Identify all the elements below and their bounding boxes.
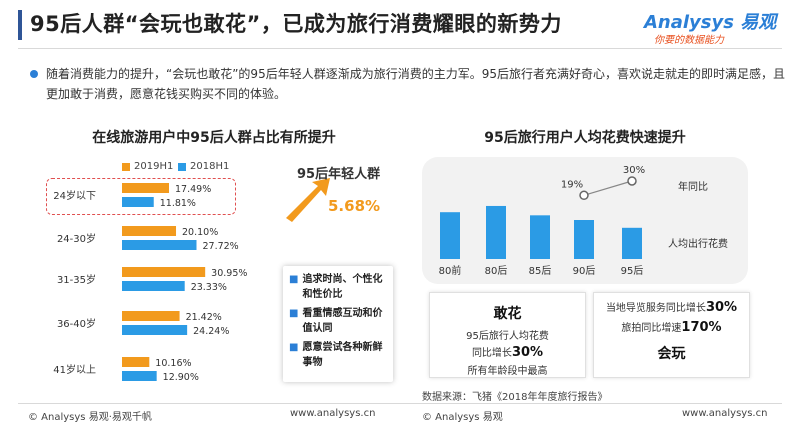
bar-2018H1: [122, 325, 188, 335]
bar-2019H1: [122, 311, 180, 321]
age-category-label: 36-40岁: [57, 317, 96, 330]
bar-2018H1: [122, 371, 157, 381]
trait-item: ■ 看重情感互动和价值认同: [289, 308, 383, 334]
bar-2019H1: [122, 226, 177, 236]
bar-value-label: 27.72%: [202, 241, 238, 252]
generation-tick-label: 80后: [485, 265, 508, 277]
bar-value-label: 12.90%: [163, 372, 199, 383]
bar-value-label: 17.49%: [175, 184, 211, 195]
bar-2019H1: [122, 267, 206, 277]
growth-value-label: 30%: [623, 165, 645, 176]
footer-divider: [18, 403, 782, 404]
growth-arrow-icon: [286, 178, 330, 222]
young-group-label: 95后年轻人群: [297, 167, 381, 182]
legend-2018h1: 2018H1: [178, 161, 229, 172]
bar-value-label: 20.10%: [182, 227, 218, 238]
bar-2018H1: [122, 197, 154, 207]
trait-item: ■ 追求时尚、个性化和性价比: [289, 274, 383, 300]
analysys-logo: Analysys 易观 你要的数据能力: [644, 8, 784, 46]
age-category-label: 24-30岁: [57, 232, 96, 245]
footer-copyright-right: © Analysys 易观: [422, 412, 503, 423]
age-category-label: 41岁以上: [53, 363, 96, 376]
spend-bar: [486, 205, 506, 259]
footer-copyright-left: © Analysys 易观·易观千帆: [28, 412, 152, 423]
generation-tick-label: 90后: [573, 265, 596, 277]
bullet-icon: ■: [289, 342, 299, 353]
title-accent-bar: [18, 10, 22, 40]
bar-2019H1: [122, 183, 170, 193]
footer-url-left[interactable]: www.analysys.cn: [290, 408, 376, 419]
card-line: 当地导览服务同比增长30%: [605, 300, 738, 315]
spend-bar: [622, 227, 642, 259]
bar-2018H1: [122, 240, 197, 250]
highlight-under24-box: [46, 178, 236, 215]
growth-point: [627, 176, 637, 186]
bar-value-label: 11.81%: [160, 198, 196, 209]
legend-swatch-blue: [178, 162, 186, 171]
bullet-icon: ■: [289, 308, 299, 319]
card-title: 会玩: [657, 346, 686, 362]
card-title: 敢花: [493, 306, 522, 322]
young-group-value: 5.68%: [328, 197, 381, 215]
generation-tick-label: 85后: [529, 265, 552, 277]
bar-value-label: 24.24%: [193, 326, 229, 337]
card-line: 同比增长30%: [471, 345, 544, 360]
generation-tick-label: 80前: [439, 264, 462, 277]
trait-item: ■ 愿意尝试各种新鲜事物: [289, 342, 383, 368]
legend-label: 2018H1: [190, 161, 230, 172]
data-source: 数据来源：飞猪《2018年年度旅行报告》: [422, 392, 608, 403]
legend-swatch-orange: [122, 162, 130, 171]
title-divider: [18, 48, 782, 49]
page-title: 95后人群“会玩也敢花”，已成为旅行消费耀眼的新势力: [30, 12, 562, 36]
growth-line: [583, 180, 633, 196]
left-chart-title: 在线旅游用户中95后人群占比有所提升: [92, 130, 336, 146]
series-label: 人均出行花费: [668, 237, 728, 250]
dare-to-spend-card: 敢花 95后旅行人均花费 同比增长30% 所有年龄段中最高: [429, 292, 586, 378]
legend-label: 2019H1: [134, 161, 174, 172]
footer-url-right[interactable]: www.analysys.cn: [682, 408, 768, 419]
right-chart-title: 95后旅行用户人均花费快速提升: [484, 130, 686, 146]
bar-value-label: 21.42%: [186, 312, 222, 323]
legend-2019h1: 2019H1: [122, 161, 173, 172]
summary-text: 随着消费能力的提升，“会玩也敢花”的95后年轻人群逐渐成为旅行消费的主力军。95…: [46, 67, 785, 101]
logo-text: Analysys 易观: [644, 12, 777, 33]
logo-tagline: 你要的数据能力: [654, 35, 724, 46]
card-line: 95后旅行人均花费: [466, 331, 549, 342]
bar-2018H1: [122, 281, 185, 291]
growth-value-label: 19%: [561, 179, 583, 190]
bar-2019H1: [122, 357, 150, 367]
spend-bar: [574, 220, 594, 259]
love-to-play-card: 当地导览服务同比增长30% 旅拍同比增速170% 会玩: [593, 292, 750, 378]
bar-value-label: 23.33%: [191, 282, 227, 293]
generation-tick-label: 95后: [621, 265, 644, 277]
age-category-label: 31-35岁: [57, 273, 96, 286]
age-category-label: 24岁以下: [53, 189, 96, 202]
growth-series-label: 年同比: [678, 180, 708, 193]
card-line: 旅拍同比增速170%: [621, 320, 722, 335]
traits-box: ■ 追求时尚、个性化和性价比 ■ 看重情感互动和价值认同 ■ 愿意尝试各种新鲜事物: [283, 266, 393, 382]
bullet-icon: [30, 70, 38, 78]
spend-bar: [530, 215, 550, 259]
growth-point: [579, 190, 589, 201]
bar-value-label: 30.95%: [211, 268, 247, 279]
bullet-icon: ■: [289, 274, 299, 285]
bar-value-label: 10.16%: [155, 358, 191, 369]
spend-bar: [440, 212, 460, 259]
card-line: 所有年龄段中最高: [467, 366, 548, 377]
